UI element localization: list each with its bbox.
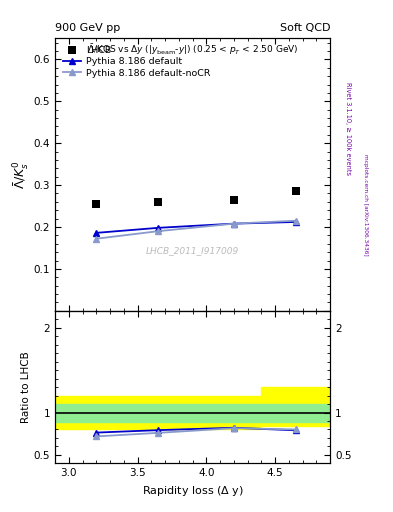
LHCB [231, 196, 237, 204]
Text: mcplots.cern.ch [arXiv:1306.3436]: mcplots.cern.ch [arXiv:1306.3436] [363, 154, 368, 255]
LHCB [292, 187, 299, 196]
Pythia 8.186 default [94, 230, 99, 236]
Bar [55, 396, 261, 430]
Legend: LHCB, Pythia 8.186 default, Pythia 8.186 default-noCR: LHCB, Pythia 8.186 default, Pythia 8.186… [60, 43, 213, 80]
Pythia 8.186 default-noCR [231, 221, 236, 227]
Text: 900 GeV pp: 900 GeV pp [55, 23, 120, 33]
Pythia 8.186 default [231, 221, 236, 227]
X-axis label: Rapidity loss ($\Delta$ y): Rapidity loss ($\Delta$ y) [141, 484, 244, 498]
Y-axis label: Ratio to LHCB: Ratio to LHCB [21, 351, 31, 423]
Bar [55, 404, 330, 422]
Pythia 8.186 default-noCR [94, 236, 99, 242]
Y-axis label: $\bar{\Lambda}/K^0_s$: $\bar{\Lambda}/K^0_s$ [11, 160, 31, 189]
Text: Rivet 3.1.10, ≥ 100k events: Rivet 3.1.10, ≥ 100k events [345, 81, 351, 175]
Text: Soft QCD: Soft QCD [280, 23, 330, 33]
Bar [261, 387, 330, 426]
Line: Pythia 8.186 default: Pythia 8.186 default [93, 219, 299, 236]
LHCB [93, 200, 99, 208]
Pythia 8.186 default [156, 225, 160, 231]
Line: Pythia 8.186 default-noCR: Pythia 8.186 default-noCR [93, 218, 299, 242]
LHCB [155, 198, 161, 206]
Text: $\bar{\Lambda}$/KOS vs $\Delta y$ ($|y_{\rm beam}$-$y|$) (0.25 < $p_T$ < 2.50 Ge: $\bar{\Lambda}$/KOS vs $\Delta y$ ($|y_{… [87, 42, 298, 57]
Pythia 8.186 default [293, 219, 298, 225]
Text: LHCB_2011_I917009: LHCB_2011_I917009 [146, 246, 239, 255]
Pythia 8.186 default-noCR [293, 218, 298, 224]
Pythia 8.186 default-noCR [156, 228, 160, 234]
